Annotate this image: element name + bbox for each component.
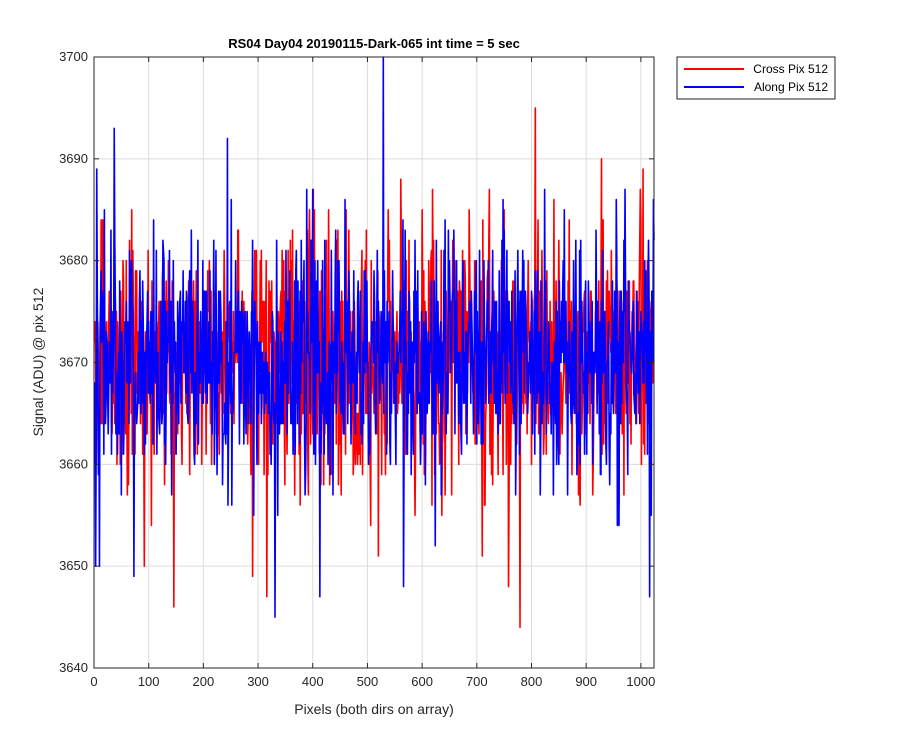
x-tick-label: 200 xyxy=(193,674,215,689)
x-tick-label: 800 xyxy=(521,674,543,689)
ticks: 0 100 200 300 400 500 600 700 800 900 1000 3640 3650… xyxy=(59,49,655,689)
x-tick-label: 600 xyxy=(411,674,433,689)
x-tick-label: 0 xyxy=(90,674,97,689)
legend: Cross Pix 512 Along Pix 512 xyxy=(676,56,836,100)
series-layer xyxy=(93,56,655,629)
y-tick-label: 3680 xyxy=(59,253,88,268)
x-tick-label: 1000 xyxy=(626,674,655,689)
x-tick-label: 900 xyxy=(575,674,597,689)
x-tick-label: 100 xyxy=(138,674,160,689)
y-tick-label: 3670 xyxy=(59,355,88,370)
y-tick-label: 3650 xyxy=(59,558,88,573)
y-tick-label: 3640 xyxy=(59,660,88,675)
x-axis-label: Pixels (both dirs on array) xyxy=(294,701,454,717)
legend-label-along: Along Pix 512 xyxy=(754,80,828,94)
legend-label-cross: Cross Pix 512 xyxy=(753,62,828,76)
y-tick-label: 3700 xyxy=(59,49,88,64)
chart-title: RS04 Day04 20190115-Dark-065 int time = … xyxy=(228,36,520,51)
y-tick-label: 3690 xyxy=(59,151,88,166)
legend-box xyxy=(676,56,836,100)
y-axis-label: Signal (ADU) @ pix 512 xyxy=(30,287,46,436)
y-tick-label: 3660 xyxy=(59,456,88,471)
x-tick-label: 300 xyxy=(247,674,269,689)
series-line-along xyxy=(93,56,655,618)
x-tick-label: 700 xyxy=(466,674,488,689)
x-tick-label: 400 xyxy=(302,674,324,689)
x-tick-label: 500 xyxy=(357,674,379,689)
